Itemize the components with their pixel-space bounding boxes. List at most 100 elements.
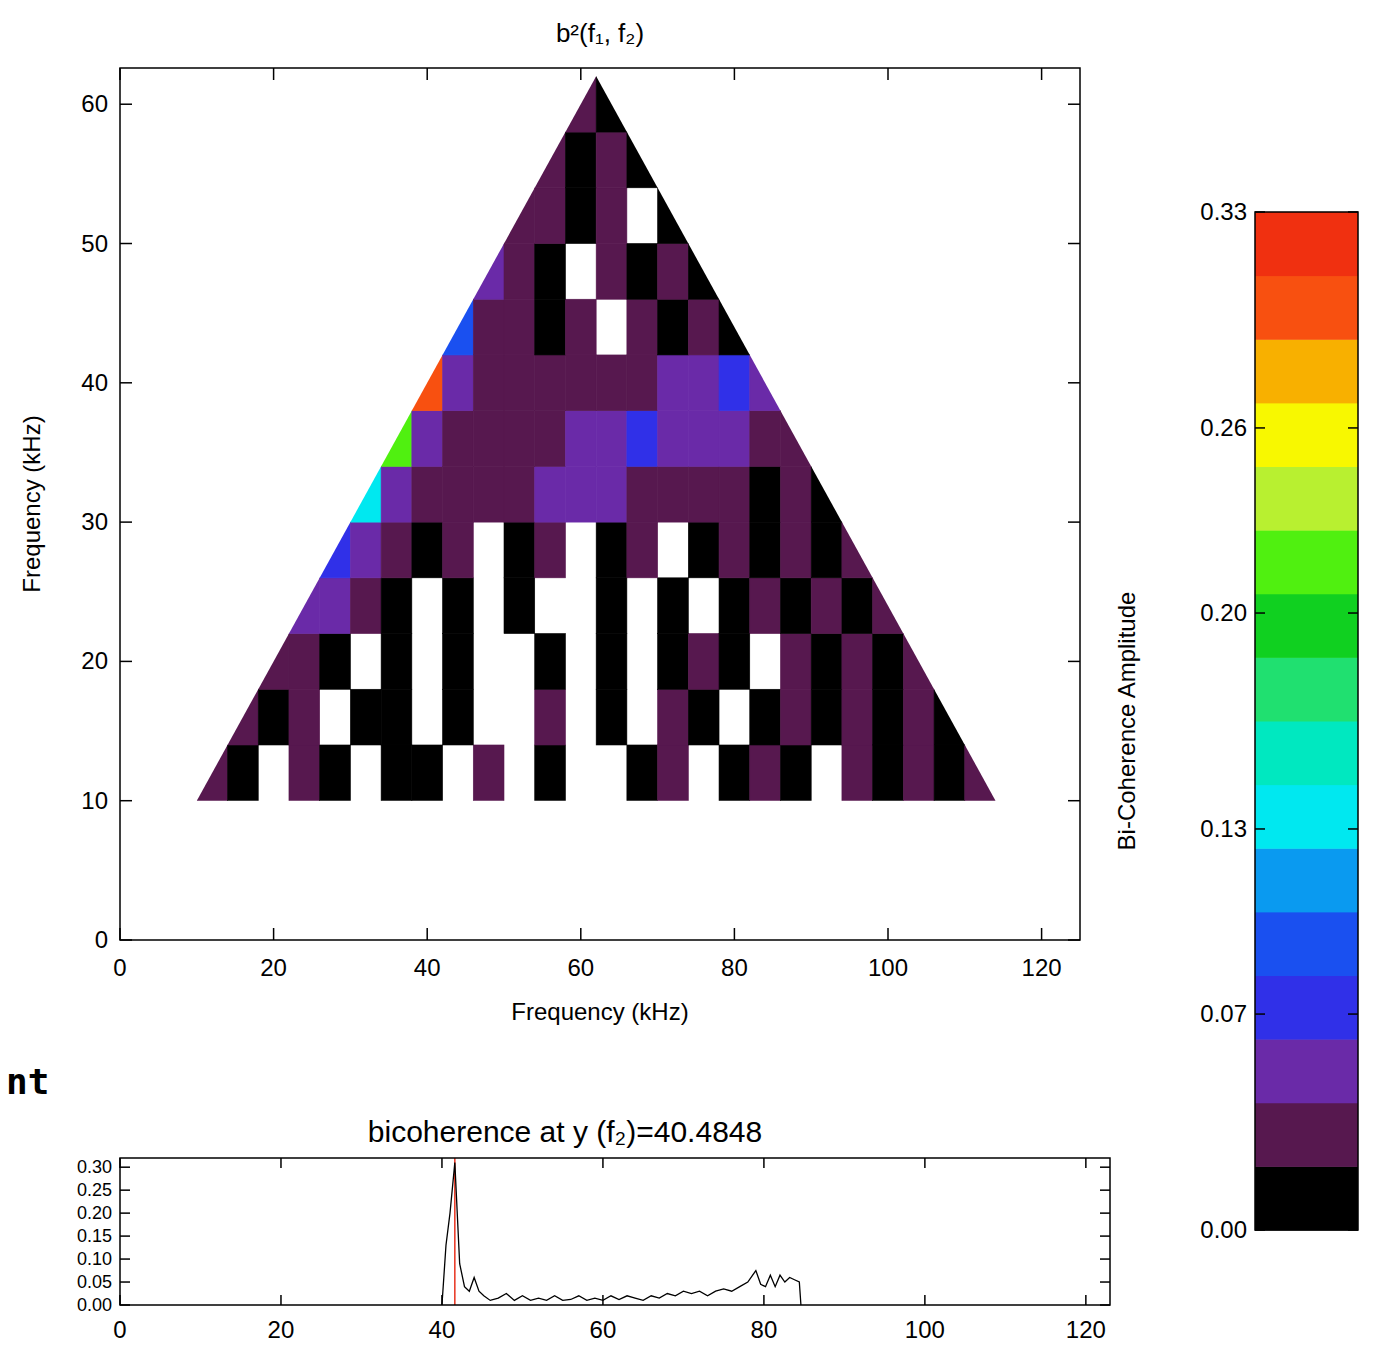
y-tick [1100, 1189, 1110, 1191]
heatmap-cell [719, 578, 750, 634]
colorbar-swatch [1255, 657, 1358, 721]
chart-title: bicoherence at y (f₂)=40.4848 [368, 1115, 762, 1148]
x-tick [280, 1295, 282, 1305]
y-tick [1100, 1212, 1110, 1214]
heatmap-cell [811, 634, 842, 690]
heatmap-cell [443, 578, 474, 634]
heatmap-cell [688, 466, 719, 522]
heatmap-cell [719, 355, 750, 411]
x-tick-label: 20 [268, 1316, 295, 1343]
x-tick-label: 60 [590, 1316, 617, 1343]
colorbar-swatch [1255, 339, 1358, 403]
heatmap-cell [750, 689, 781, 745]
heatmap-cell [535, 132, 566, 188]
heatmap-cell [381, 411, 412, 467]
heatmap-cell [688, 689, 719, 745]
heatmap-cell [750, 466, 781, 522]
y-tick [1100, 1258, 1110, 1260]
heatmap-cell [504, 355, 535, 411]
heatmap-cell [903, 634, 934, 690]
heatmap-cell [596, 634, 627, 690]
colorbar-tick-label: 0.13 [1200, 815, 1247, 842]
heatmap-cell [780, 634, 811, 690]
heatmap-cell [596, 578, 627, 634]
heatmap-cell [873, 745, 904, 801]
heatmap-cell [350, 522, 381, 578]
colorbar-tick [1255, 828, 1265, 830]
heatmap-cell [780, 578, 811, 634]
heatmap-cell [658, 634, 689, 690]
colorbar-tick [1348, 1229, 1358, 1231]
heatmap-cell [289, 578, 320, 634]
heatmap-cell [473, 466, 504, 522]
x-tick-label: 0 [113, 954, 126, 981]
y-tick [1100, 1304, 1110, 1306]
heatmap-cell [473, 299, 504, 355]
x-tick [734, 928, 736, 940]
y-tick-label: 0.25 [77, 1180, 112, 1200]
colorbar-tick-label: 0.26 [1200, 414, 1247, 441]
line-plot-area [442, 1158, 801, 1305]
colorbar-tick-label: 0.07 [1200, 1000, 1247, 1027]
heatmap-cell [780, 411, 811, 467]
y-tick-label: 20 [81, 647, 108, 674]
heatmap-cell [289, 634, 320, 690]
y-tick-label: 10 [81, 787, 108, 814]
heatmap-cell [627, 522, 658, 578]
heatmap-cell [688, 244, 719, 300]
x-tick [887, 68, 889, 80]
x-tick-label: 60 [567, 954, 594, 981]
colorbar-swatch [1255, 467, 1358, 531]
colorbar-tick [1348, 427, 1358, 429]
colorbar-tick [1255, 211, 1265, 213]
x-tick [441, 1158, 443, 1168]
colorbar-swatch [1255, 912, 1358, 976]
heatmap-cell [658, 244, 689, 300]
heatmap-cell [289, 745, 320, 801]
x-axis-title: Frequency (kHz) [511, 998, 688, 1025]
heatmap-cell [750, 578, 781, 634]
colorbar-swatch [1255, 848, 1358, 912]
colorbar-title: Bi-Coherence Amplitude [1113, 592, 1140, 851]
heatmap-cell [473, 745, 504, 801]
heatmap-cell [350, 466, 381, 522]
y-tick [120, 1166, 130, 1168]
y-tick-label: 60 [81, 90, 108, 117]
y-tick [120, 382, 132, 384]
x-tick [273, 928, 275, 940]
heatmap-cell [688, 355, 719, 411]
y-tick [120, 939, 132, 941]
heatmap-cell [443, 355, 474, 411]
heatmap-cell [320, 634, 351, 690]
heatmap-cell [381, 634, 412, 690]
colorbar-tick [1255, 1013, 1265, 1015]
heatmap-cell [688, 522, 719, 578]
y-tick [120, 103, 132, 105]
x-tick [1085, 1295, 1087, 1305]
x-tick [441, 1295, 443, 1305]
colorbar-tick [1255, 612, 1265, 614]
heatmap-cell [535, 634, 566, 690]
y-tick [1100, 1166, 1110, 1168]
heatmap-cell [596, 244, 627, 300]
heatmap-cell [443, 634, 474, 690]
y-tick-label: 40 [81, 369, 108, 396]
y-tick [1068, 382, 1080, 384]
colorbar-tick-label: 0.33 [1200, 198, 1247, 225]
heatmap-cell [381, 689, 412, 745]
x-tick [734, 68, 736, 80]
heatmap-cell [934, 689, 965, 745]
heatmap-cell [504, 411, 535, 467]
x-tick-label: 100 [868, 954, 908, 981]
heatmap-cell [350, 578, 381, 634]
heatmap-cell [719, 411, 750, 467]
heatmap-cell [535, 411, 566, 467]
heatmap-cell [719, 634, 750, 690]
heatmap-cell [535, 745, 566, 801]
heatmap-cell [504, 244, 535, 300]
y-tick [1068, 800, 1080, 802]
colorbar-frame [1255, 212, 1358, 1230]
x-tick [280, 1158, 282, 1168]
y-tick [1100, 1281, 1110, 1283]
y-tick [120, 1235, 130, 1237]
